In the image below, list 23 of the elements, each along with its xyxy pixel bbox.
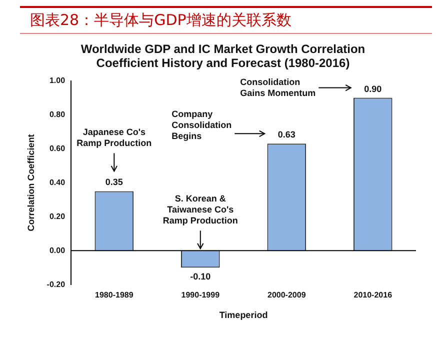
y-tick-label: 0.40 [49, 178, 66, 187]
chart-subtitle: Worldwide GDP and IC Market Growth Correlation Coefficient History and Forecast (1980-2016) [80, 42, 366, 70]
x-tick-label: 2000-2009 [268, 290, 306, 300]
x-tick-label: 2010-2016 [354, 290, 393, 300]
data-label: 0.90 [364, 84, 382, 94]
y-axis-title: Correlation Coefficient [26, 134, 36, 232]
y-tick-label: 1.00 [49, 76, 66, 86]
y-tick-label: 0.00 [49, 246, 66, 255]
y-tick-label: -0.20 [46, 280, 66, 289]
annotation: Company Consolidation Begins [172, 109, 232, 142]
annotation: Japanese Co's Ramp Production [76, 127, 152, 148]
y-tick-label: 0.80 [49, 110, 66, 119]
annotation: S. Korean & Taiwanese Co's Ramp Production [162, 194, 238, 226]
chart-title: 图表28：半导体与GDP增速的关联系数 [20, 6, 432, 34]
data-label: -0.10 [190, 272, 211, 282]
data-label: 0.35 [105, 177, 123, 188]
x-axis-title: Timeperiod [219, 310, 268, 320]
data-label: 0.63 [278, 130, 296, 140]
y-tick-label: 0.60 [49, 144, 66, 153]
x-tick-label: 1980-1989 [95, 290, 134, 300]
annotation: Consolidation Gains Momentum [240, 76, 316, 98]
x-tick-label: 1990-1999 [181, 290, 220, 300]
y-tick-label: 0.20 [49, 212, 66, 221]
